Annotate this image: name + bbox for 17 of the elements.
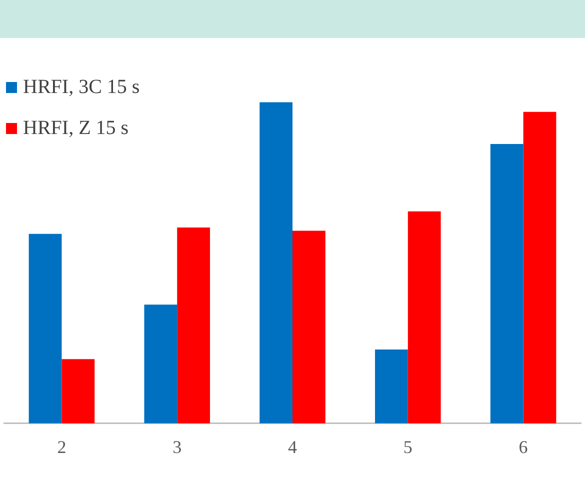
- bar: [408, 211, 441, 424]
- x-tick-label: 3: [172, 436, 182, 457]
- bar: [177, 227, 210, 424]
- bar: [490, 144, 524, 424]
- bar: [144, 304, 178, 424]
- bar: [375, 350, 408, 424]
- x-tick-label: 5: [403, 436, 412, 457]
- bar: [260, 102, 292, 424]
- x-tick-label: 2: [57, 436, 66, 457]
- legend-label: HRFI, 3C 15 s: [23, 76, 140, 99]
- bar: [523, 112, 556, 424]
- legend-label: HRFI, Z 15 s: [23, 117, 129, 140]
- bar: [292, 230, 326, 424]
- bar: [62, 359, 95, 424]
- bar: [28, 234, 62, 424]
- x-tick-label: 6: [518, 436, 528, 457]
- x-tick-label: 4: [288, 436, 297, 457]
